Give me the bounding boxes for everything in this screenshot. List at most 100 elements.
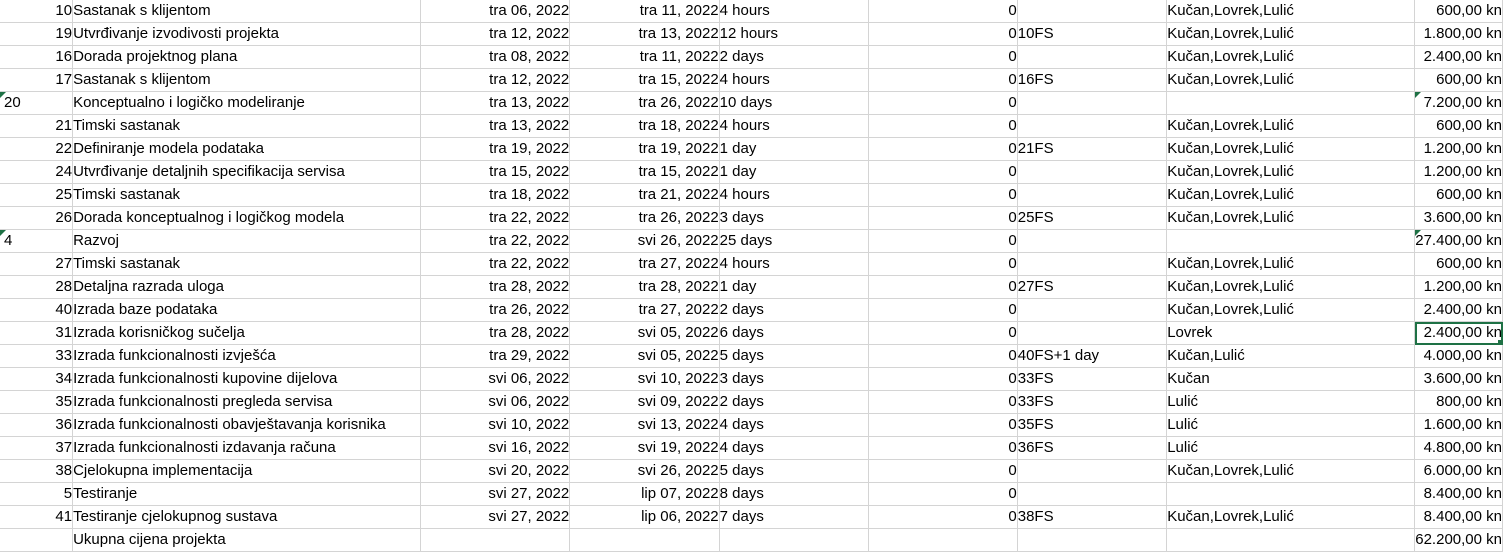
task-id-cell[interactable]: 26 <box>0 206 74 230</box>
predecessor-cell[interactable]: 33FS <box>1017 390 1168 414</box>
end-date-cell[interactable]: svi 19, 2022 <box>569 436 720 460</box>
task-id-cell[interactable]: 38 <box>0 459 74 483</box>
duration-cell[interactable]: 5 days <box>719 344 869 368</box>
start-date-cell[interactable]: tra 22, 2022 <box>420 252 571 276</box>
start-date-cell[interactable]: tra 15, 2022 <box>420 160 571 184</box>
cost-cell[interactable]: 8.400,00 kn <box>1414 482 1503 506</box>
start-date-cell[interactable]: tra 13, 2022 <box>420 91 571 115</box>
duration-cell[interactable]: 4 hours <box>719 252 869 276</box>
value-cell[interactable]: 0 <box>868 344 1018 368</box>
value-cell[interactable]: 0 <box>868 413 1018 437</box>
end-date-cell[interactable]: tra 15, 2022 <box>569 160 720 184</box>
resources-cell[interactable]: Lulić <box>1166 390 1416 414</box>
value-cell[interactable]: 0 <box>868 114 1018 138</box>
end-date-cell[interactable] <box>569 528 720 552</box>
end-date-cell[interactable]: svi 05, 2022 <box>569 321 720 345</box>
task-id-cell[interactable]: 37 <box>0 436 74 460</box>
task-name-cell[interactable]: Utvrđivanje detaljnih specifikacija serv… <box>72 160 421 184</box>
value-cell[interactable]: 0 <box>868 482 1018 506</box>
duration-cell[interactable]: 4 hours <box>719 68 869 92</box>
predecessor-cell[interactable] <box>1017 321 1168 345</box>
predecessor-cell[interactable] <box>1017 252 1168 276</box>
cost-cell[interactable]: 2.400,00 kn <box>1414 45 1503 69</box>
task-name-cell[interactable]: Izrada funkcionalnosti obavještavanja ko… <box>72 413 421 437</box>
cost-cell[interactable]: 1.800,00 kn <box>1414 22 1503 46</box>
task-id-cell[interactable]: 35 <box>0 390 74 414</box>
end-date-cell[interactable]: svi 05, 2022 <box>569 344 720 368</box>
task-id-cell[interactable]: 36 <box>0 413 74 437</box>
task-name-cell[interactable]: Sastanak s klijentom <box>72 68 421 92</box>
resources-cell[interactable]: Kučan,Lovrek,Lulić <box>1166 68 1416 92</box>
predecessor-cell[interactable]: 40FS+1 day <box>1017 344 1168 368</box>
task-id-cell[interactable]: 33 <box>0 344 74 368</box>
cost-cell[interactable]: 7.200,00 kn <box>1414 91 1503 115</box>
task-name-cell[interactable]: Testiranje cjelokupnog sustava <box>72 505 421 529</box>
task-id-cell[interactable]: 28 <box>0 275 74 299</box>
resources-cell[interactable]: Lulić <box>1166 436 1416 460</box>
start-date-cell[interactable]: svi 16, 2022 <box>420 436 571 460</box>
task-id-cell[interactable]: 34 <box>0 367 74 391</box>
value-cell[interactable]: 0 <box>868 390 1018 414</box>
duration-cell[interactable]: 3 days <box>719 367 869 391</box>
end-date-cell[interactable]: svi 26, 2022 <box>569 459 720 483</box>
start-date-cell[interactable]: tra 29, 2022 <box>420 344 571 368</box>
end-date-cell[interactable]: tra 18, 2022 <box>569 114 720 138</box>
resources-cell[interactable] <box>1166 91 1416 115</box>
task-name-cell[interactable]: Dorada konceptualnog i logičkog modela <box>72 206 421 230</box>
resources-cell[interactable]: Kučan,Lovrek,Lulić <box>1166 22 1416 46</box>
value-cell[interactable]: 0 <box>868 321 1018 345</box>
end-date-cell[interactable]: tra 21, 2022 <box>569 183 720 207</box>
resources-cell[interactable]: Kučan,Lovrek,Lulić <box>1166 0 1416 23</box>
end-date-cell[interactable]: tra 27, 2022 <box>569 298 720 322</box>
task-id-cell[interactable]: 31 <box>0 321 74 345</box>
task-name-cell[interactable]: Timski sastanak <box>72 114 421 138</box>
cost-cell[interactable]: 600,00 kn <box>1414 68 1503 92</box>
end-date-cell[interactable]: svi 10, 2022 <box>569 367 720 391</box>
duration-cell[interactable]: 7 days <box>719 505 869 529</box>
value-cell[interactable]: 0 <box>868 229 1018 253</box>
cost-cell[interactable]: 8.400,00 kn <box>1414 505 1503 529</box>
task-name-cell[interactable]: Cjelokupna implementacija <box>72 459 421 483</box>
predecessor-cell[interactable]: 27FS <box>1017 275 1168 299</box>
predecessor-cell[interactable] <box>1017 459 1168 483</box>
value-cell[interactable]: 0 <box>868 22 1018 46</box>
predecessor-cell[interactable] <box>1017 114 1168 138</box>
resources-cell[interactable]: Kučan <box>1166 367 1416 391</box>
task-id-cell[interactable]: 27 <box>0 252 74 276</box>
task-id-cell[interactable]: 10 <box>0 0 74 23</box>
resources-cell[interactable]: Kučan,Lovrek,Lulić <box>1166 298 1416 322</box>
duration-cell[interactable]: 6 days <box>719 321 869 345</box>
predecessor-cell[interactable] <box>1017 45 1168 69</box>
end-date-cell[interactable]: tra 26, 2022 <box>569 206 720 230</box>
resources-cell[interactable] <box>1166 528 1416 552</box>
value-cell[interactable]: 0 <box>868 0 1018 23</box>
task-id-cell[interactable]: 21 <box>0 114 74 138</box>
duration-cell[interactable]: 2 days <box>719 390 869 414</box>
predecessor-cell[interactable]: 35FS <box>1017 413 1168 437</box>
fill-handle[interactable] <box>1498 340 1502 344</box>
predecessor-cell[interactable] <box>1017 528 1168 552</box>
duration-cell[interactable]: 3 days <box>719 206 869 230</box>
start-date-cell[interactable]: tra 08, 2022 <box>420 45 571 69</box>
start-date-cell[interactable]: svi 06, 2022 <box>420 390 571 414</box>
task-name-cell[interactable]: Izrada korisničkog sučelja <box>72 321 421 345</box>
duration-cell[interactable]: 12 hours <box>719 22 869 46</box>
cost-cell[interactable]: 800,00 kn <box>1414 390 1503 414</box>
cost-cell[interactable]: 600,00 kn <box>1414 252 1503 276</box>
task-name-cell[interactable]: Sastanak s klijentom <box>72 0 421 23</box>
cost-cell[interactable]: 1.200,00 kn <box>1414 275 1503 299</box>
start-date-cell[interactable]: tra 22, 2022 <box>420 206 571 230</box>
duration-cell[interactable] <box>719 528 869 552</box>
value-cell[interactable]: 0 <box>868 160 1018 184</box>
end-date-cell[interactable]: tra 19, 2022 <box>569 137 720 161</box>
duration-cell[interactable]: 4 days <box>719 436 869 460</box>
cost-cell[interactable]: 3.600,00 kn <box>1414 206 1503 230</box>
task-name-cell[interactable]: Timski sastanak <box>72 183 421 207</box>
end-date-cell[interactable]: svi 09, 2022 <box>569 390 720 414</box>
duration-cell[interactable]: 2 days <box>719 45 869 69</box>
predecessor-cell[interactable]: 16FS <box>1017 68 1168 92</box>
resources-cell[interactable]: Kučan,Lovrek,Lulić <box>1166 275 1416 299</box>
start-date-cell[interactable] <box>420 528 571 552</box>
end-date-cell[interactable]: tra 27, 2022 <box>569 252 720 276</box>
predecessor-cell[interactable] <box>1017 91 1168 115</box>
